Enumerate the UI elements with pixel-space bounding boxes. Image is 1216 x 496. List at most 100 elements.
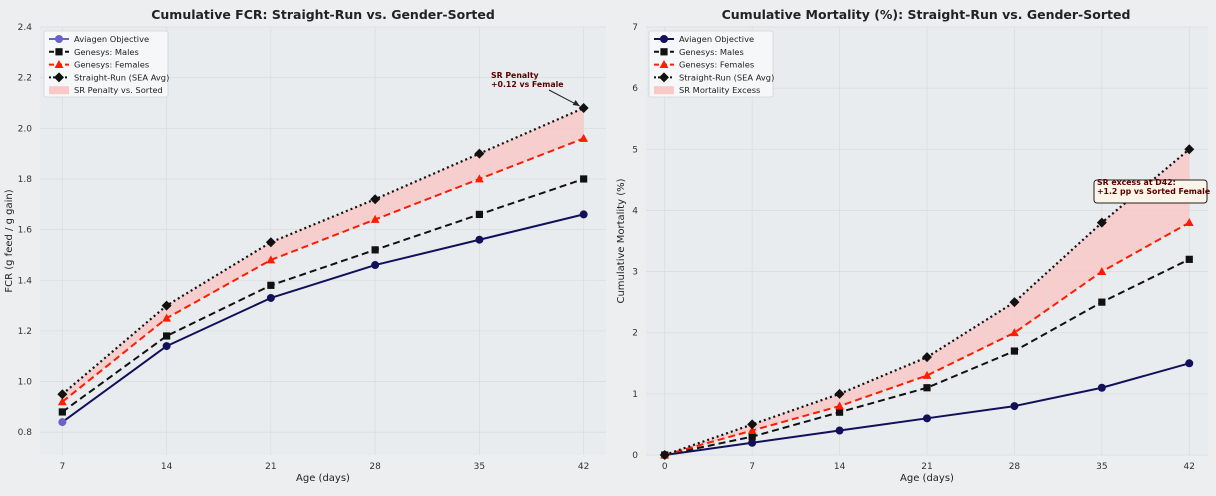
legend-label-straight_run: Straight-Run (SEA Avg) <box>74 72 169 82</box>
point-females <box>579 133 589 142</box>
x-tick-label: 0 <box>662 462 668 472</box>
x-tick-label: 28 <box>369 462 381 472</box>
point-straight_run <box>57 389 68 400</box>
y-tick-label: 3 <box>632 268 638 278</box>
point-straight_run <box>474 148 485 159</box>
legend-swatch-band <box>654 86 674 95</box>
point-objective <box>1010 402 1019 411</box>
legend-box <box>648 30 774 98</box>
chart-title: Cumulative Mortality (%): Straight-Run v… <box>722 7 1131 22</box>
point-males <box>475 210 483 219</box>
plot-area <box>40 27 606 455</box>
point-straight_run <box>1096 217 1107 228</box>
x-tick-label: 42 <box>578 462 589 472</box>
annotation-arrowhead <box>572 100 580 107</box>
y-tick-label: 2.4 <box>18 23 33 33</box>
point-males <box>923 384 931 392</box>
x-tick-label: 14 <box>834 462 846 472</box>
point-females <box>835 401 844 410</box>
x-tick-label: 28 <box>1009 462 1021 472</box>
point-females <box>747 425 757 434</box>
legend-label-males: Genesys: Males <box>74 47 139 57</box>
chart-panel-1: 7 14 21 28 35 42 0.8 1.0 1.2 1.4 1.6 1.8 2.0 2.2 2.4 Cu… <box>4 7 606 484</box>
series-line-females <box>61 137 585 403</box>
annotation-text: +0.12 vs Female <box>491 80 564 89</box>
point-straight_run <box>747 419 758 430</box>
series-line-straight_run <box>61 107 585 396</box>
y-tick-label: 2.2 <box>18 74 32 84</box>
y-tick-label: 5 <box>632 145 638 155</box>
legend-label-straight_run: Straight-Run (SEA Avg) <box>679 72 774 82</box>
x-tick-label: 35 <box>1096 462 1107 472</box>
annotation-text: +1.2 pp vs Sorted Female <box>1097 187 1210 196</box>
point-males <box>1098 298 1106 306</box>
point-straight_run <box>1184 144 1195 155</box>
y-tick-label: 7 <box>632 23 638 33</box>
legend-marker-males <box>660 48 668 56</box>
legend-swatch-band <box>49 86 69 95</box>
legend-box <box>43 30 169 98</box>
point-males <box>1185 255 1193 263</box>
y-tick-label: 1.6 <box>18 226 33 236</box>
point-straight_run <box>659 450 670 460</box>
point-objective <box>835 426 844 435</box>
series-line-males <box>61 178 584 413</box>
point-objective <box>371 261 380 270</box>
chart-title: Cumulative FCR: Straight-Run vs. Gender-… <box>151 7 495 22</box>
point-males <box>58 408 66 416</box>
legend-marker-straight_run <box>54 72 64 83</box>
y-tick-label: 0 <box>632 451 638 461</box>
point-males <box>163 332 171 340</box>
y-tick-label: 4 <box>632 206 638 216</box>
legend-label-objective: Aviagen Objective <box>679 34 754 44</box>
point-females <box>922 370 932 379</box>
legend: Aviagen Objective Genesys: Males Genesys: … <box>43 30 169 98</box>
point-females <box>474 174 484 183</box>
annotation-text: SR excess at D42: <box>1097 178 1176 187</box>
x-tick-label: 42 <box>1184 462 1195 472</box>
series-line-objective <box>61 213 585 424</box>
point-females <box>57 397 67 406</box>
y-tick-label: 2 <box>632 329 638 339</box>
y-axis-label: Cumulative Mortality (%) <box>616 178 627 303</box>
penalty-band <box>62 108 584 402</box>
y-tick-label: 0.8 <box>18 428 33 438</box>
y-tick-label: 1.4 <box>18 276 33 286</box>
annotation: SR excess at D42:+1.2 pp vs Sorted Femal… <box>1093 178 1210 204</box>
point-straight_run <box>161 300 172 311</box>
annotation: SR Penalty+0.12 vs Female <box>491 71 580 107</box>
point-objective <box>475 235 484 244</box>
point-straight_run <box>370 194 381 205</box>
chart-panel-2: 0 7 14 21 28 35 42 0 1 2 3 4 5 6 7 Cumulative Mortality… <box>616 7 1210 484</box>
point-females <box>370 214 380 223</box>
x-tick-label: 7 <box>749 462 755 472</box>
point-objective <box>923 414 931 423</box>
point-females <box>266 255 276 264</box>
y-tick-label: 1.8 <box>18 175 33 185</box>
point-males <box>835 408 844 416</box>
y-tick-label: 6 <box>632 84 638 94</box>
point-objective <box>1185 359 1194 368</box>
point-females <box>1184 218 1194 227</box>
annotation-box <box>1093 179 1208 204</box>
annotation-text: SR Penalty <box>491 71 539 80</box>
legend: Aviagen Objective Genesys: Males Genesys: … <box>648 30 774 98</box>
x-tick-label: 14 <box>161 462 173 472</box>
point-straight_run <box>578 103 589 114</box>
point-objective <box>266 293 275 302</box>
legend-label-males: Genesys: Males <box>679 47 744 57</box>
y-tick-label: 1.0 <box>18 378 33 388</box>
point-straight_run <box>1009 297 1020 308</box>
x-tick-label: 21 <box>921 462 932 472</box>
legend-marker-objective <box>55 35 63 43</box>
point-males <box>1010 347 1019 355</box>
point-objective <box>162 342 171 351</box>
legend-label-objective: Aviagen Objective <box>74 34 149 44</box>
legend-label-females: Genesys: Females <box>679 60 754 70</box>
point-females <box>162 313 172 322</box>
point-objective <box>748 438 757 447</box>
legend-marker-females <box>54 60 64 68</box>
x-tick-label: 35 <box>474 462 485 472</box>
